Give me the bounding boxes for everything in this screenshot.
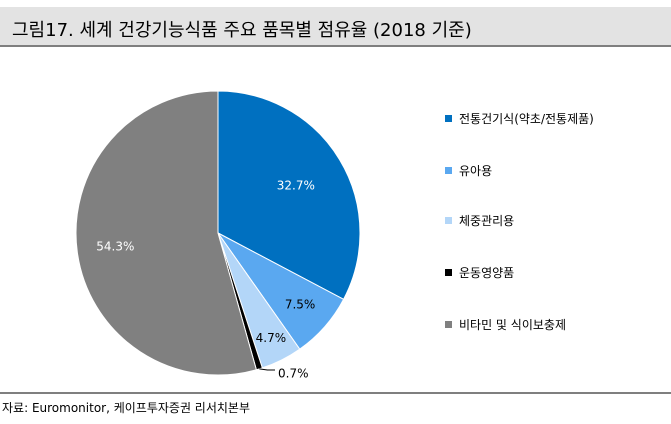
legend-label: 비타민 및 식이보충제 [459,318,566,332]
pie-chart: 32.7% 7.5% 4.7% 0.7% 54.3% [75,90,361,381]
pie-slice [217,90,361,300]
legend-item: 운동영양품 [445,264,514,281]
data-label: 0.7% [278,367,309,381]
figure-title: 그림17. 세계 건강기능식품 주요 품목별 점유율 (2018 기준) [12,20,472,41]
legend-label: 운동영양품 [459,266,515,280]
pie-slice [75,90,257,376]
legend-item: 전통건기식(약초/전통제품) [445,110,594,127]
legend-swatch [445,269,452,276]
bottom-rule [0,392,671,394]
legend-item: 비타민 및 식이보충제 [445,316,566,333]
legend-label: 유아용 [459,164,493,178]
legend-swatch [445,217,452,224]
legend-swatch [445,321,452,328]
data-label: 4.7% [256,331,287,345]
legend-label: 전통건기식(약초/전통제품) [459,112,594,126]
legend-label: 체중관리용 [459,214,515,228]
data-label: 7.5% [285,298,316,312]
legend-item: 유아용 [445,162,492,179]
legend: 전통건기식(약초/전통제품) 유아용 체중관리용 운동영양품 비타민 및 식이보… [445,0,671,424]
legend-swatch [445,115,452,122]
data-label: 32.7% [277,179,315,193]
legend-item: 체중관리용 [445,212,514,229]
title-bar: 그림17. 세계 건강기능식품 주요 품목별 점유율 (2018 기준) [0,7,671,47]
legend-swatch [445,167,452,174]
data-label: 54.3% [96,240,134,254]
leader-line [259,368,275,371]
source-note: 자료: Euromonitor, 케이프투자증권 리서치본부 [2,401,251,415]
